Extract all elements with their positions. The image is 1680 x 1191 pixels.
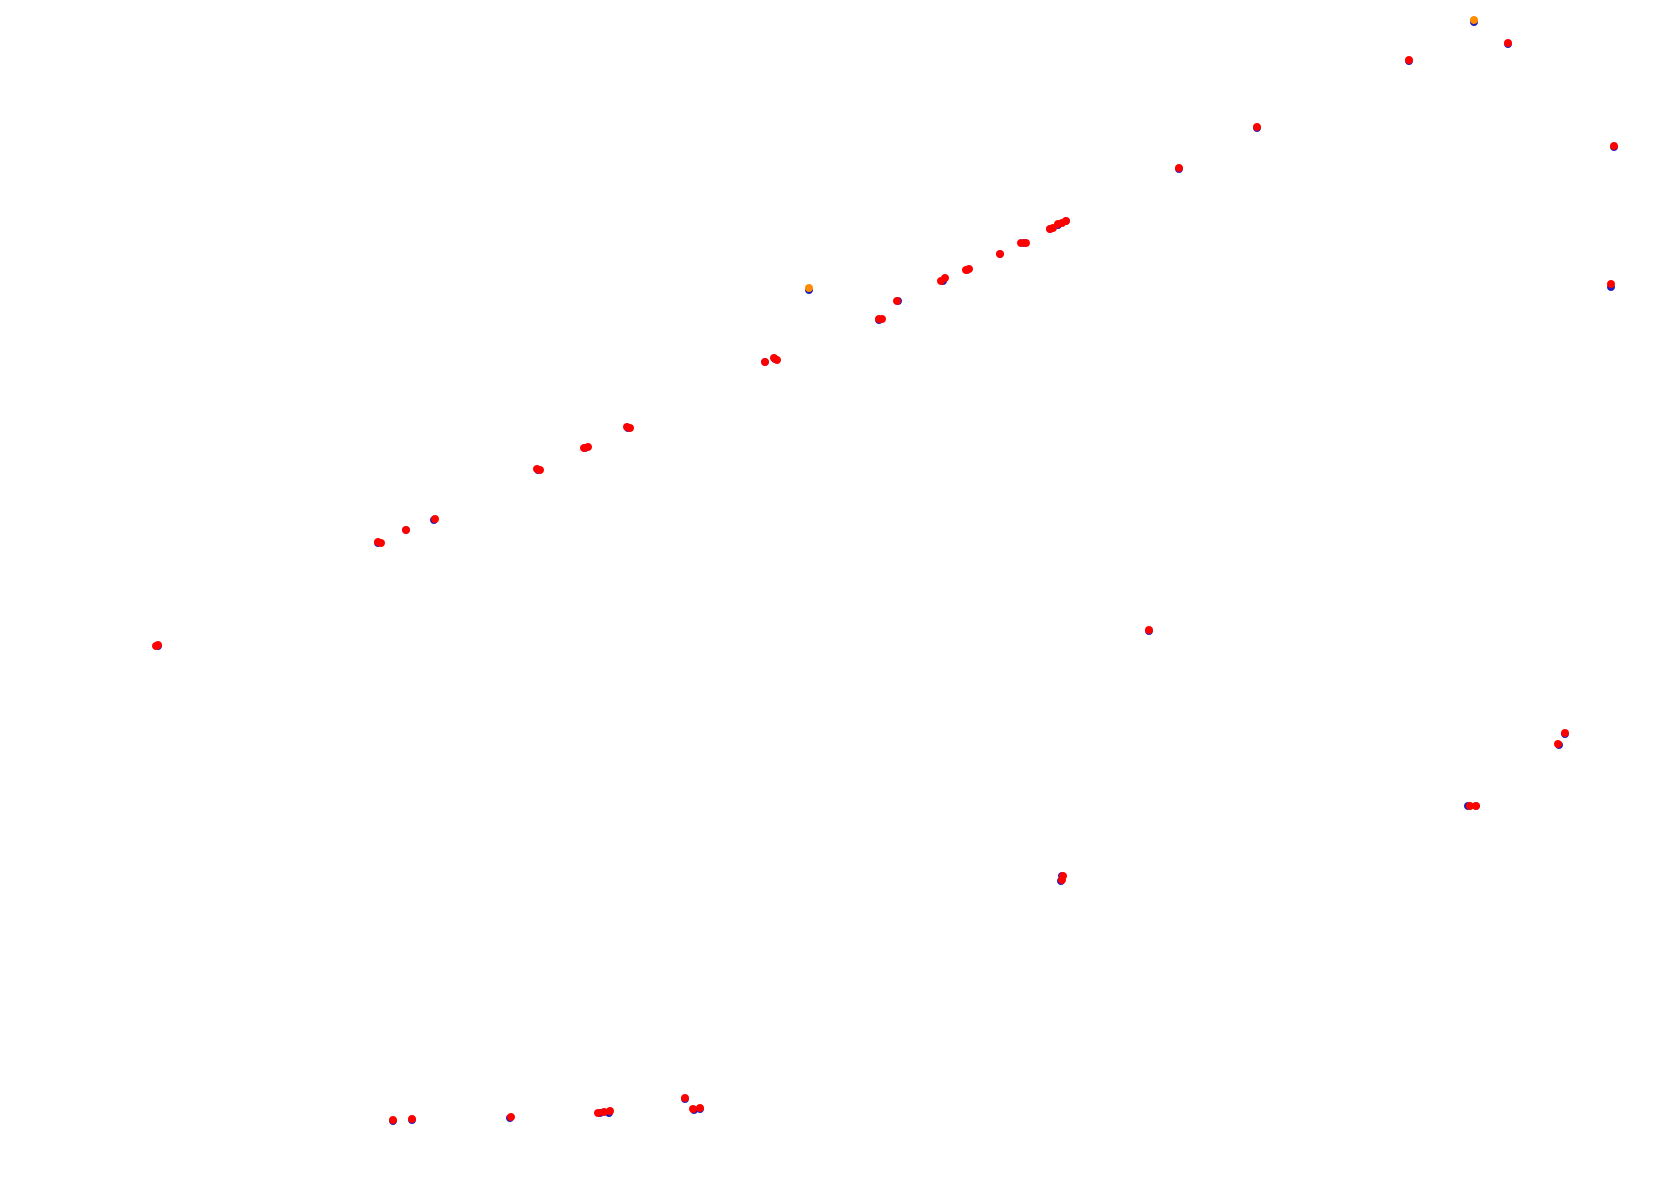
- data-point: [696, 1104, 704, 1112]
- data-point: [1022, 239, 1030, 247]
- data-point: [626, 424, 634, 432]
- data-point: [805, 284, 813, 292]
- data-point: [431, 515, 439, 523]
- series-layer: [152, 16, 1618, 1125]
- data-point: [1405, 56, 1413, 64]
- data-point: [600, 1108, 608, 1116]
- data-point: [893, 297, 901, 305]
- data-point: [773, 356, 781, 364]
- data-point: [594, 1109, 602, 1117]
- data-point: [1610, 142, 1618, 150]
- data-point: [1554, 740, 1562, 748]
- data-point: [689, 1105, 697, 1113]
- data-point: [1145, 626, 1153, 634]
- data-point: [1466, 802, 1474, 810]
- data-point: [996, 250, 1004, 258]
- data-point: [1253, 123, 1261, 131]
- data-point: [152, 642, 160, 650]
- data-point: [1062, 217, 1070, 225]
- data-point: [878, 315, 886, 323]
- data-point: [1472, 802, 1480, 810]
- data-point: [1561, 729, 1569, 737]
- data-point: [536, 466, 544, 474]
- data-point: [606, 1107, 614, 1115]
- data-point: [402, 526, 410, 534]
- data-point: [965, 265, 973, 273]
- data-point: [584, 443, 592, 451]
- data-point: [507, 1113, 515, 1121]
- data-point: [1504, 39, 1512, 47]
- series-0: [154, 18, 1618, 1125]
- data-point: [1470, 16, 1478, 24]
- data-point: [377, 539, 385, 547]
- data-point: [389, 1116, 397, 1124]
- data-point: [1059, 872, 1067, 880]
- data-point: [761, 358, 769, 366]
- data-point: [408, 1115, 416, 1123]
- data-point: [1607, 280, 1615, 288]
- data-point: [681, 1094, 689, 1102]
- series-1: [805, 16, 1478, 292]
- series-2: [152, 39, 1618, 1124]
- data-point: [941, 274, 949, 282]
- data-point: [1175, 164, 1183, 172]
